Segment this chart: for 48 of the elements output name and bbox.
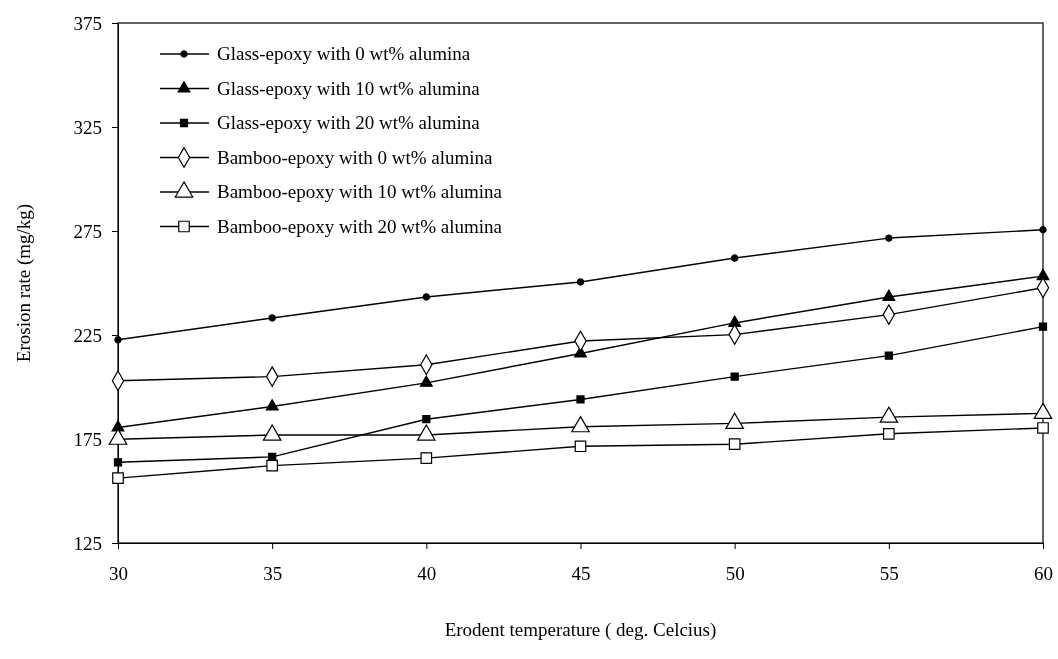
legend-label: Bamboo-epoxy with 10 wt% alumina (217, 181, 503, 202)
x-axis-title: Erodent temperature ( deg. Celcius) (444, 619, 717, 641)
point (111, 420, 125, 432)
point (571, 416, 590, 433)
point (268, 314, 276, 322)
y-tick-label: 175 (73, 428, 102, 450)
point (112, 472, 124, 484)
x-tick-label: 30 (109, 563, 128, 585)
point (730, 254, 739, 262)
point (419, 375, 433, 387)
x-tick-label: 60 (1034, 563, 1053, 585)
point (113, 458, 123, 467)
legend-label: Bamboo-epoxy with 0 wt% alumina (217, 146, 494, 168)
point (266, 459, 279, 472)
point (882, 289, 896, 301)
point (422, 415, 431, 424)
y-tick-label: 325 (73, 116, 102, 138)
legend-label: Bamboo-epoxy with 20 wt% alumina (217, 215, 503, 237)
x-tick-label: 35 (263, 563, 283, 585)
point (728, 438, 741, 451)
x-tick-label: 40 (417, 563, 437, 585)
y-tick-label: 275 (73, 220, 102, 242)
legend-label: Glass-epoxy with 0 wt% alumina (217, 43, 471, 64)
x-tick-label: 55 (879, 563, 899, 585)
x-tick-label: 45 (571, 563, 591, 585)
legend-label: Glass-epoxy with 20 wt% alumina (217, 112, 481, 133)
point (576, 278, 585, 286)
point (885, 234, 893, 242)
point (265, 399, 279, 411)
y-axis-title: Erosion rate (mg/kg) (13, 203, 35, 363)
point (1039, 226, 1047, 234)
point (884, 351, 893, 360)
legend-label: Glass-epoxy with 10 wt% alumina (217, 77, 481, 99)
point (1036, 268, 1050, 281)
point (574, 440, 587, 453)
x-tick-label: 50 (725, 563, 745, 585)
y-tick-label: 375 (73, 12, 102, 34)
point (1038, 322, 1048, 331)
point (420, 452, 433, 464)
point (882, 427, 895, 440)
y-tick-label: 225 (73, 324, 102, 346)
point (1037, 422, 1049, 434)
point (728, 315, 742, 327)
point (422, 293, 431, 301)
point (576, 395, 585, 404)
point (114, 336, 122, 344)
point (730, 372, 739, 381)
y-tick-label: 125 (73, 532, 102, 554)
